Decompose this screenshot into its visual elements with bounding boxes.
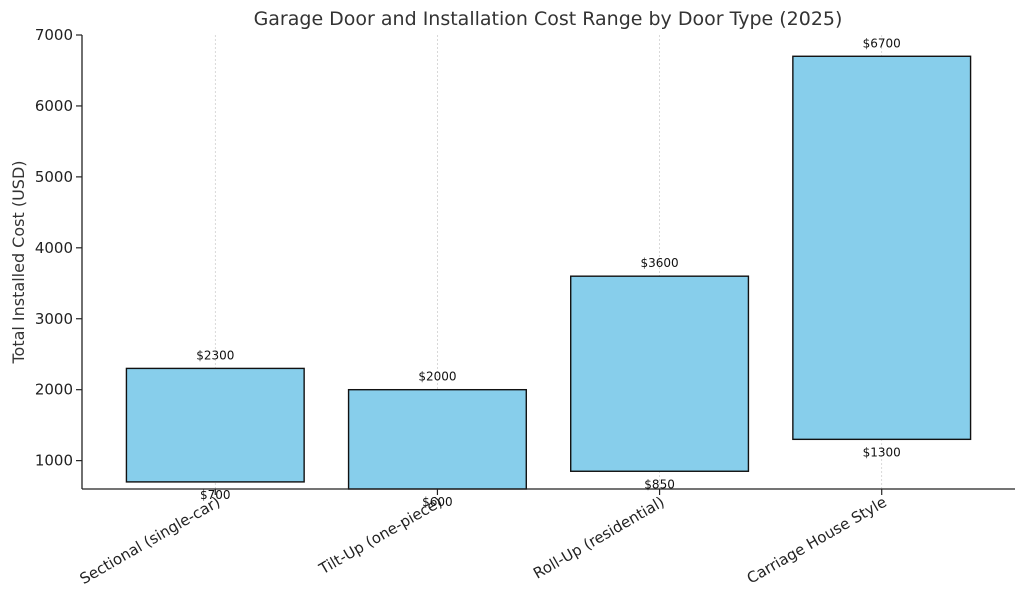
y-axis-label: Total Installed Cost (USD): [9, 160, 28, 364]
low-value-label: $850: [644, 477, 675, 491]
low-value-label: $1300: [863, 445, 901, 459]
category-label: Roll-Up (residential): [530, 493, 667, 583]
y-tick-label: 7000: [35, 26, 73, 44]
y-tick-label: 3000: [35, 310, 73, 328]
chart-title: Garage Door and Installation Cost Range …: [254, 8, 843, 30]
labels: 1000 2000 3000 4000 5000 6000 7000 Sectional (s…: [35, 26, 901, 588]
range-bar: [570, 275, 750, 472]
y-tick-label: 5000: [35, 168, 73, 186]
y-tick-label: 1000: [35, 452, 73, 470]
category-label: Carriage House Style: [744, 493, 890, 588]
high-value-label: $6700: [863, 36, 901, 50]
y-tick-label: 2000: [35, 381, 73, 399]
range-bar: [792, 55, 972, 441]
bars: [125, 55, 972, 490]
axes: [76, 34, 1015, 495]
range-bar: [347, 388, 527, 490]
grid-lines: [214, 35, 883, 489]
low-value-label: $700: [200, 488, 231, 502]
high-value-label: $2000: [418, 370, 456, 384]
high-value-label: $3600: [640, 256, 678, 270]
y-tick-label: 4000: [35, 239, 73, 257]
y-tick-label: 6000: [35, 97, 73, 115]
low-value-label: $600: [422, 495, 453, 509]
range-bar: [125, 367, 305, 483]
high-value-label: $2300: [196, 348, 234, 362]
category-label: Sectional (single-car): [77, 493, 224, 588]
